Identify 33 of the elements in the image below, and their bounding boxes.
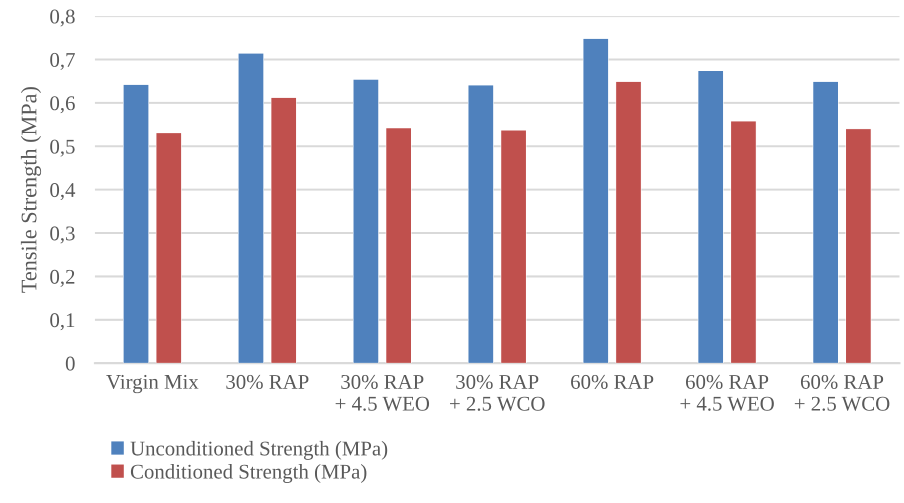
bar [582,38,609,364]
x-tick-label: 60% RAP [571,374,654,390]
bar [812,81,839,364]
bar [698,70,724,364]
y-axis-title: Tensile Strength (MPa) [20,87,42,293]
bar [123,84,149,364]
bar [500,130,526,364]
x-tick-label: 30% RAP + 2.5 WCO [450,374,545,411]
x-tick-label: 60% RAP + 4.5 WEO [680,374,774,411]
y-tick-label: 0,2 [50,270,74,287]
bar [270,97,297,364]
y-tick-label: 0,1 [50,313,74,330]
y-tick-label: 0 [66,356,75,371]
y-tick-label: 0,7 [50,52,75,70]
x-tick-label: Virgin Mix [106,374,198,394]
y-tick-label: 0,4 [50,183,76,200]
bar [156,132,182,364]
y-tick-label: 0,6 [50,96,75,114]
x-tick-label: 30% RAP [226,374,308,390]
bar [845,128,872,364]
y-tick-label: 0,8 [50,9,75,27]
bar [238,53,264,364]
bar [386,128,412,364]
legend-label: Conditioned Strength (MPa) [130,464,366,483]
y-tick-label: 0,5 [50,140,75,157]
bar [616,81,642,364]
legend-label: Unconditioned Strength (MPa) [130,440,388,460]
x-tick-label: 60% RAP + 2.5 WCO [794,374,890,411]
y-tick-label: 0,3 [50,226,75,244]
bar [730,120,756,364]
bar [352,79,379,364]
x-tick-label: 30% RAP + 4.5 WEO [336,374,430,411]
bar [468,84,494,364]
